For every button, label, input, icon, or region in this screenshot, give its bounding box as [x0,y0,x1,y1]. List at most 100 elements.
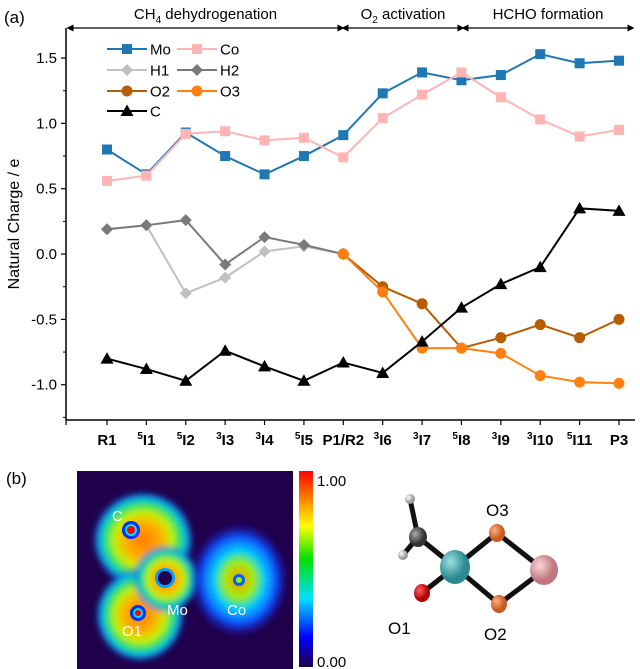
x-tick-superscript: 3 [216,431,222,442]
data-point-h2 [297,238,310,251]
x-tick-label: 5I5 [295,431,313,449]
data-point-mo [574,58,585,69]
x-tick-main: I2 [182,432,195,449]
x-tick-main: I10 [533,432,554,449]
data-point-co [141,170,152,181]
data-point-o3 [613,377,625,389]
chart-axes: 1.5 1.0 0.5 0.0 -0.5 -1.0 Natural Charge / e R1… [6,28,635,449]
data-point-o3 [377,286,389,298]
x-tick-superscript: 5 [295,431,301,442]
x-tick-main: I5 [300,432,313,449]
series-line-o2 [342,253,620,350]
y-tick-label: 0.5 [36,181,57,198]
data-point-mo [338,130,349,141]
y-tick-label: -0.5 [31,311,57,328]
x-tick-superscript: 5 [177,431,183,442]
x-tick-label: 3I10 [527,431,553,449]
x-tick-main: I1 [143,432,156,449]
legend-item-h1: H1 [107,63,169,80]
legend-label: C [150,104,161,121]
data-point-c [258,359,272,372]
atom-h [405,494,415,504]
series-o2 [337,248,625,354]
series-line-o3 [342,253,620,385]
data-point-mo [377,88,388,99]
elf-map: C Mo Co O1 1.00 0.00 [77,471,346,669]
data-point-o2 [613,313,625,325]
data-point-c [494,277,508,290]
atom-c [409,527,427,547]
atom-co [530,555,558,585]
x-tick-main: P3 [610,432,628,449]
elf-label-mo: Mo [167,602,188,619]
y-tick-label: -1.0 [31,377,57,394]
legend-marker [120,104,134,116]
x-tick-main: I11 [572,432,592,449]
stage-label-subscript: 2 [372,15,378,26]
legend-label: H2 [220,63,239,80]
data-point-c [179,374,193,386]
plot-area [100,49,626,389]
series-line-mo [106,53,620,176]
stage-label-text: HCHO formation [493,6,604,23]
data-point-c [218,344,232,356]
x-tick-superscript: 3 [413,431,419,442]
data-point-o2 [416,298,428,310]
stage-label-subscript: 4 [156,15,162,26]
x-tick-label: 5I8 [452,431,470,449]
data-point-h2 [140,219,153,232]
x-tick-label: R1 [97,432,116,449]
x-tick-superscript: 3 [492,431,498,442]
series-co [102,67,624,186]
data-point-h2 [219,258,232,271]
stage-label: HCHO formation [493,6,604,23]
data-point-c [612,204,626,216]
stage-label: O2 activation [361,6,446,26]
data-point-o3 [495,347,507,359]
series-h2 [101,214,350,271]
data-point-c [415,335,429,347]
x-tick-superscript: 3 [527,431,533,442]
x-tick-main: I8 [458,432,471,449]
x-tick-main: P1/R2 [322,432,364,449]
series-line-co [106,71,620,182]
legend-marker [121,64,133,76]
legend-item-c: C [107,104,161,121]
data-point-o2 [495,332,507,344]
x-tick-main: R1 [97,432,116,449]
stage-label-text: CH [134,6,156,23]
series-c [100,201,626,386]
data-point-co [220,126,231,137]
label-o1: O1 [388,619,411,638]
data-point-mo [495,70,506,81]
data-point-co [338,152,349,163]
x-tick-main: I9 [497,432,510,449]
data-point-c [376,366,390,378]
colorbar-max-label: 1.00 [317,473,346,490]
atom-o3 [489,524,505,542]
x-tick-label: 5I1 [137,431,155,449]
data-point-co [535,114,546,125]
legend-item-o2: O2 [107,84,170,101]
x-tick-label: 3I9 [492,431,510,449]
data-point-co [377,113,388,124]
x-tick-superscript: 5 [137,431,143,442]
data-point-o3 [337,248,349,260]
atom-mo [440,550,470,584]
x-tick-superscript: 3 [255,431,261,442]
data-point-mo [417,67,428,78]
data-point-mo [298,151,309,162]
x-tick-superscript: 5 [452,431,458,442]
data-point-c [573,201,587,214]
data-point-co [574,131,585,142]
panel-b-label: (b) [6,469,27,488]
data-point-co [417,89,428,100]
legend-item-o3: O3 [177,84,240,101]
molecular-structure: O3 O1 O2 [388,494,558,644]
y-tick-label: 1.0 [36,115,57,132]
data-point-co [180,128,191,139]
x-tick-label: 3I3 [216,431,234,449]
data-point-co [298,132,309,143]
data-point-h2 [101,223,113,236]
